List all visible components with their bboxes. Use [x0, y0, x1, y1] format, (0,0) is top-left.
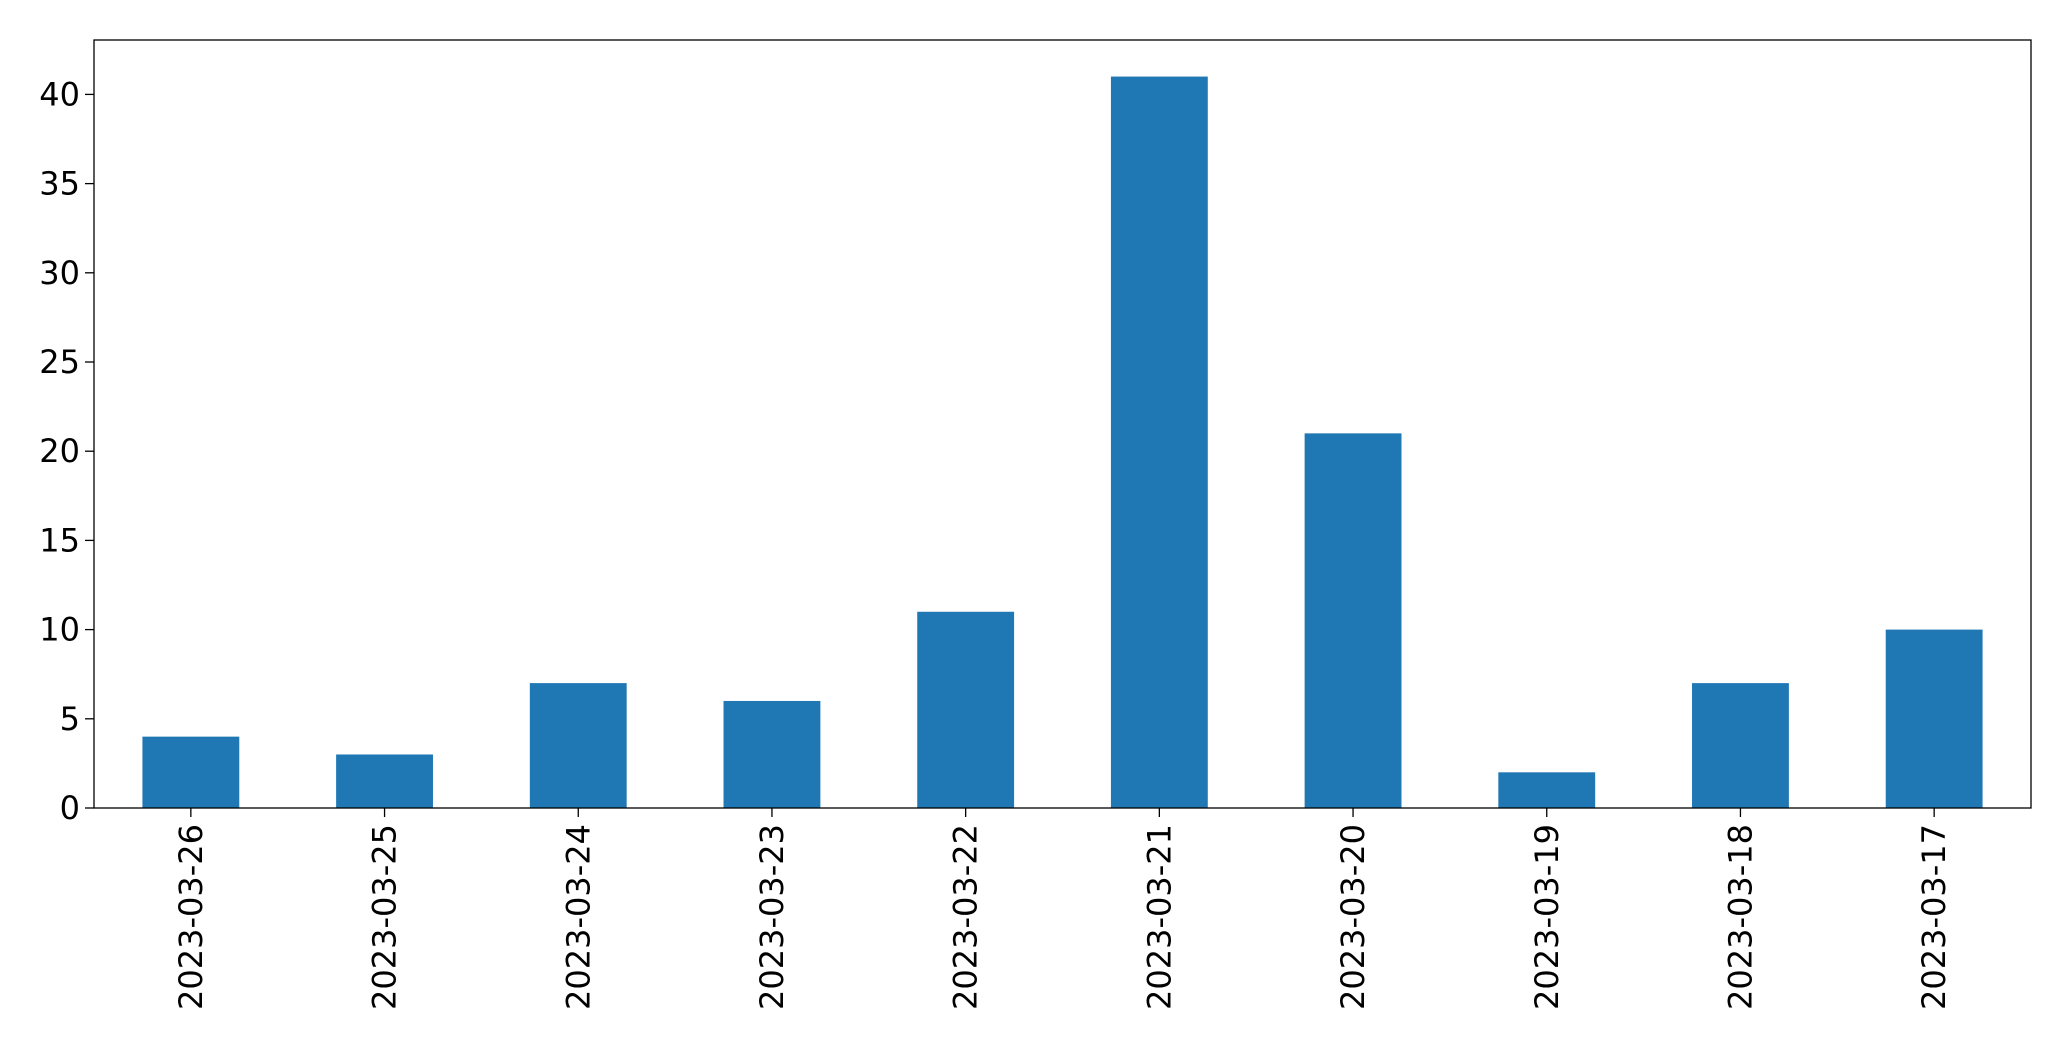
bar	[723, 700, 821, 808]
bar	[529, 683, 627, 808]
y-tick-label: 35	[39, 165, 80, 203]
bar	[1885, 629, 1983, 808]
bar	[1498, 772, 1596, 808]
x-tick-label: 2023-03-19	[1528, 824, 1566, 1010]
axes-frame	[93, 39, 2032, 809]
x-tick-label: 2023-03-18	[1721, 824, 1759, 1010]
x-tick-label: 2023-03-25	[366, 824, 404, 1010]
y-tick-label: 10	[39, 611, 80, 649]
y-tick-label: 0	[60, 789, 80, 827]
y-tick-label: 25	[39, 343, 80, 381]
y-tick-label: 5	[60, 700, 80, 738]
x-tick-label: 2023-03-21	[1140, 824, 1178, 1010]
bar	[142, 736, 240, 808]
x-tick-label: 2023-03-17	[1915, 824, 1953, 1010]
y-tick-label: 40	[39, 75, 80, 113]
x-tick-label: 2023-03-23	[753, 824, 791, 1010]
x-tick-label: 2023-03-20	[1334, 824, 1372, 1010]
y-tick-label: 15	[39, 521, 80, 559]
bar	[917, 611, 1015, 808]
y-tick-label: 30	[39, 254, 80, 292]
bar	[336, 754, 433, 808]
x-tick-label: 2023-03-26	[172, 824, 210, 1010]
x-tick-label: 2023-03-22	[947, 824, 985, 1010]
y-tick-label: 20	[39, 432, 80, 470]
bar	[1692, 683, 1789, 808]
x-tick-label: 2023-03-24	[559, 824, 597, 1010]
bar	[1304, 433, 1402, 808]
bar	[1110, 76, 1208, 809]
